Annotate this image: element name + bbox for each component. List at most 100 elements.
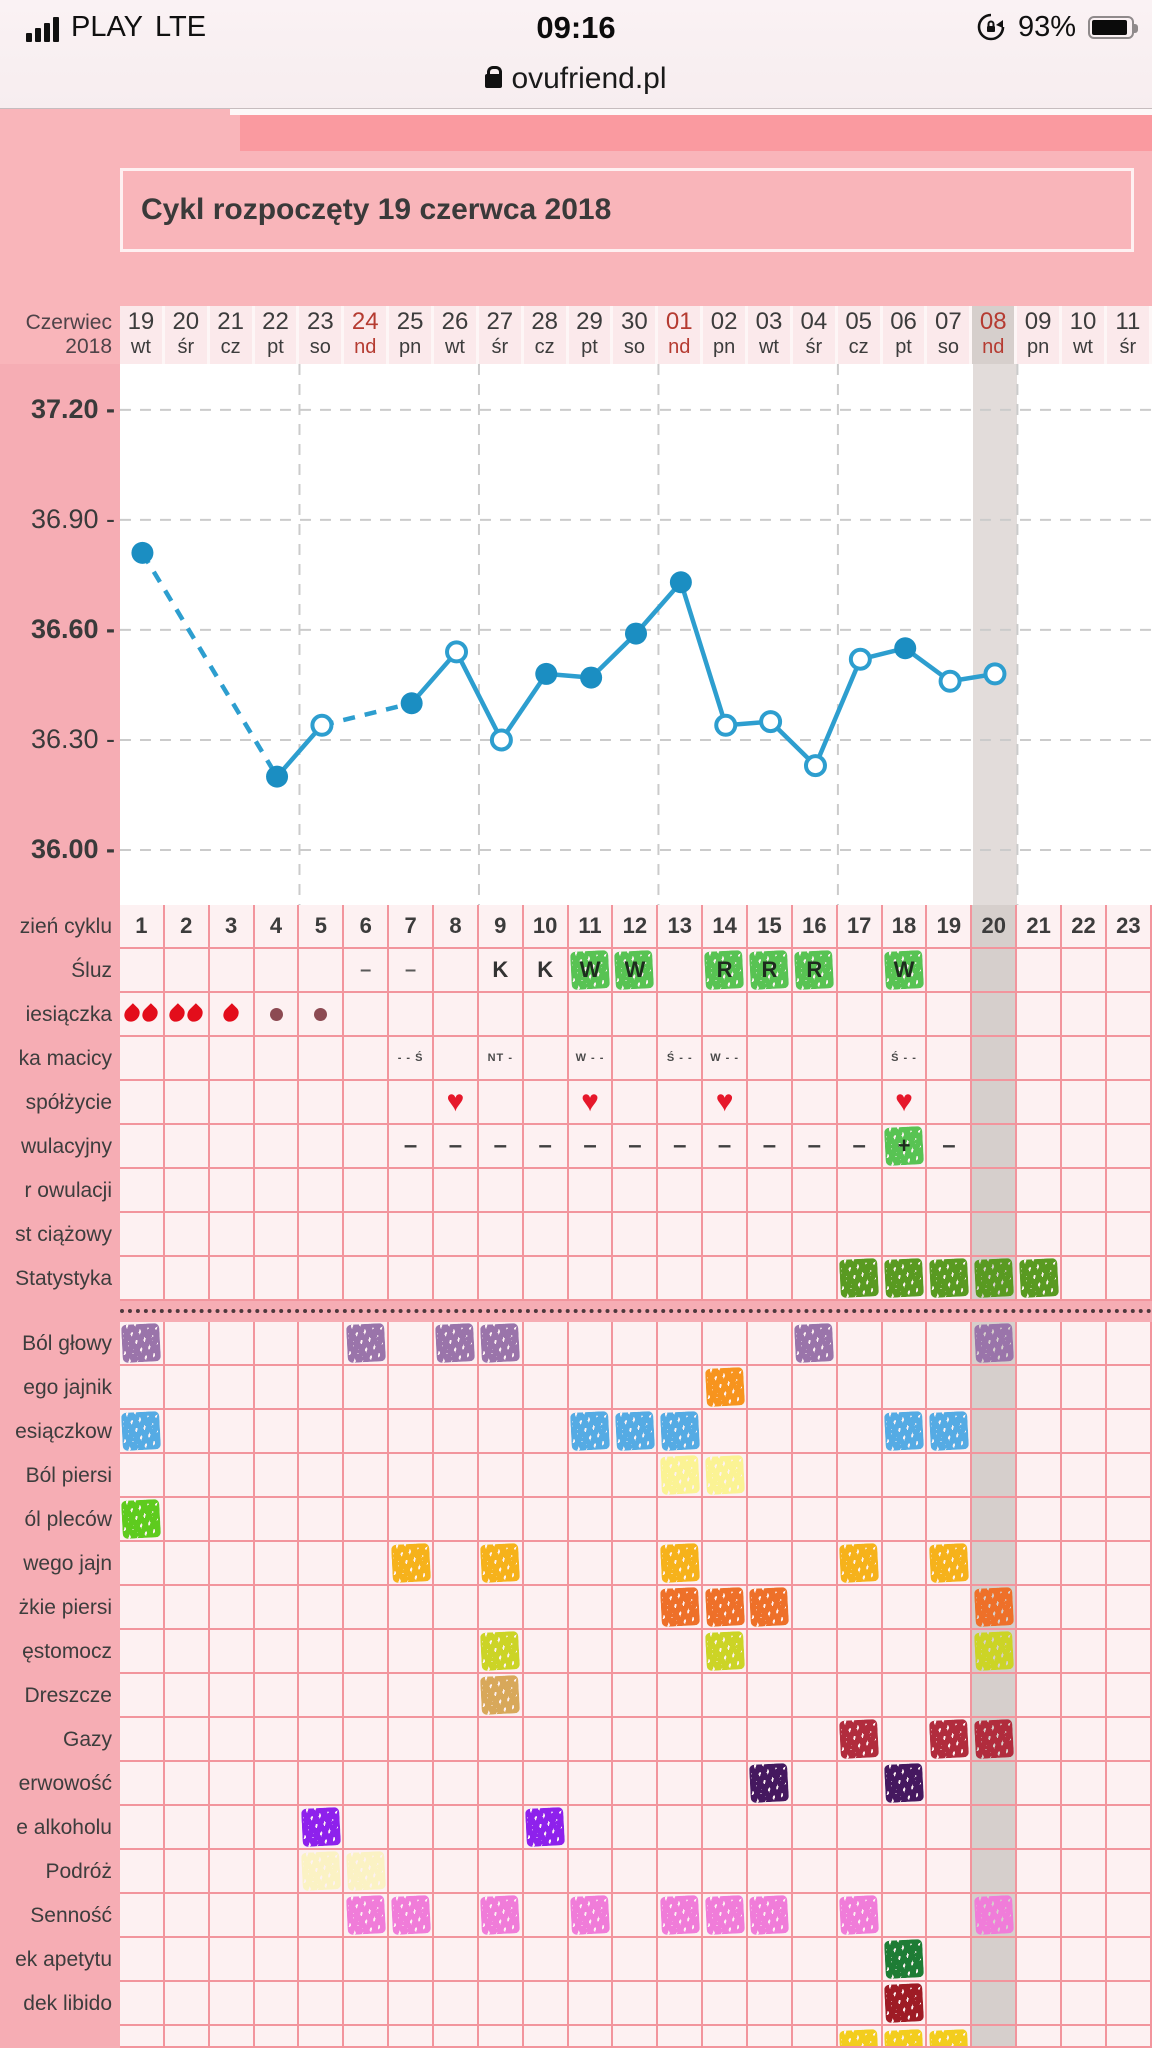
grid-cell[interactable] bbox=[658, 1762, 704, 1806]
grid-cell[interactable] bbox=[523, 1762, 569, 1806]
grid-cell[interactable] bbox=[703, 1410, 749, 1454]
grid-cell[interactable] bbox=[209, 1762, 255, 1806]
grid-cell[interactable] bbox=[568, 1410, 614, 1454]
grid-cell[interactable] bbox=[389, 1257, 435, 1301]
grid-cell[interactable] bbox=[613, 1081, 659, 1125]
grid-cell[interactable] bbox=[568, 993, 614, 1037]
grid-cell[interactable] bbox=[164, 1586, 210, 1630]
grid-cell[interactable] bbox=[209, 1806, 255, 1850]
grid-cell[interactable] bbox=[568, 2026, 614, 2048]
grid-cell[interactable] bbox=[209, 1674, 255, 1718]
grid-cell[interactable] bbox=[164, 1037, 210, 1081]
grid-cell[interactable] bbox=[389, 1894, 435, 1938]
grid-cell[interactable] bbox=[209, 1850, 255, 1894]
grid-cell[interactable] bbox=[748, 1257, 793, 1301]
grid-cell[interactable] bbox=[120, 993, 165, 1037]
grid-cell[interactable] bbox=[792, 1498, 838, 1542]
grid-cell[interactable] bbox=[568, 1213, 614, 1257]
grid-cell[interactable] bbox=[1017, 1322, 1063, 1366]
temp-point[interactable] bbox=[489, 728, 513, 752]
grid-cell[interactable] bbox=[1062, 1586, 1107, 1630]
grid-cell[interactable] bbox=[972, 1410, 1018, 1454]
grid-cell[interactable] bbox=[1017, 1213, 1063, 1257]
temp-point[interactable] bbox=[131, 541, 154, 564]
grid-cell[interactable] bbox=[164, 1630, 210, 1674]
grid-cell[interactable] bbox=[568, 1454, 614, 1498]
grid-cell[interactable]: 15 bbox=[748, 905, 793, 949]
grid-cell[interactable] bbox=[1017, 1454, 1063, 1498]
grid-cell[interactable] bbox=[1062, 949, 1107, 993]
calendar-day-cell[interactable]: 06 pt bbox=[882, 306, 928, 364]
grid-cell[interactable] bbox=[299, 1322, 345, 1366]
grid-cell[interactable] bbox=[837, 1850, 883, 1894]
grid-cell[interactable] bbox=[748, 1081, 793, 1125]
grid-cell[interactable] bbox=[837, 1081, 883, 1125]
grid-cell[interactable] bbox=[164, 1806, 210, 1850]
grid-cell[interactable] bbox=[209, 1498, 255, 1542]
grid-cell[interactable] bbox=[299, 1213, 345, 1257]
temp-point[interactable] bbox=[445, 640, 469, 664]
url-domain[interactable]: ovufriend.pl bbox=[511, 62, 667, 95]
grid-cell[interactable] bbox=[927, 2026, 973, 2048]
grid-cell[interactable] bbox=[120, 1322, 165, 1366]
grid-cell[interactable] bbox=[972, 2026, 1018, 2048]
grid-cell[interactable] bbox=[837, 1586, 883, 1630]
grid-cell[interactable] bbox=[837, 1410, 883, 1454]
grid-cell[interactable] bbox=[1106, 1718, 1152, 1762]
grid-cell[interactable] bbox=[792, 1081, 838, 1125]
grid-cell[interactable] bbox=[344, 1169, 390, 1213]
grid-cell[interactable] bbox=[1062, 2026, 1107, 2048]
grid-cell[interactable] bbox=[1062, 1850, 1107, 1894]
grid-cell[interactable] bbox=[613, 1257, 659, 1301]
grid-cell[interactable]: 4 bbox=[254, 905, 300, 949]
calendar-day-cell[interactable]: 02 pn bbox=[703, 306, 749, 364]
grid-cell[interactable] bbox=[254, 1850, 300, 1894]
grid-cell[interactable] bbox=[613, 1674, 659, 1718]
grid-cell[interactable] bbox=[792, 1982, 838, 2026]
grid-cell[interactable] bbox=[568, 1586, 614, 1630]
grid-cell[interactable]: K bbox=[523, 949, 569, 993]
grid-cell[interactable] bbox=[523, 1081, 569, 1125]
temp-point[interactable] bbox=[938, 669, 962, 693]
grid-cell[interactable] bbox=[882, 1806, 928, 1850]
grid-cell[interactable]: NT - bbox=[478, 1037, 524, 1081]
grid-cell[interactable] bbox=[478, 1366, 524, 1410]
grid-cell[interactable]: ♥ bbox=[882, 1081, 928, 1125]
temp-point[interactable] bbox=[266, 765, 289, 788]
grid-cell[interactable] bbox=[389, 1938, 435, 1982]
grid-cell[interactable] bbox=[927, 1850, 973, 1894]
grid-cell[interactable] bbox=[703, 1542, 749, 1586]
grid-cell[interactable] bbox=[120, 1454, 165, 1498]
grid-cell[interactable] bbox=[254, 1213, 300, 1257]
grid-cell[interactable] bbox=[523, 1630, 569, 1674]
grid-cell[interactable] bbox=[1017, 1081, 1063, 1125]
grid-cell[interactable] bbox=[389, 2026, 435, 2048]
grid-cell[interactable] bbox=[164, 1081, 210, 1125]
grid-cell[interactable] bbox=[748, 1410, 793, 1454]
grid-cell[interactable] bbox=[613, 1982, 659, 2026]
grid-cell[interactable] bbox=[478, 1410, 524, 1454]
grid-cell[interactable]: ♥ bbox=[703, 1081, 749, 1125]
grid-cell[interactable] bbox=[703, 1718, 749, 1762]
grid-cell[interactable] bbox=[344, 1454, 390, 1498]
grid-cell[interactable] bbox=[703, 1938, 749, 1982]
grid-cell[interactable] bbox=[299, 1586, 345, 1630]
grid-cell[interactable] bbox=[1017, 1718, 1063, 1762]
grid-cell[interactable] bbox=[703, 1169, 749, 1213]
grid-cell[interactable] bbox=[299, 1542, 345, 1586]
grid-cell[interactable] bbox=[478, 1454, 524, 1498]
grid-cell[interactable] bbox=[972, 1982, 1018, 2026]
grid-cell[interactable] bbox=[748, 1213, 793, 1257]
grid-cell[interactable] bbox=[120, 1894, 165, 1938]
grid-cell[interactable] bbox=[164, 1125, 210, 1169]
grid-cell[interactable] bbox=[882, 1366, 928, 1410]
grid-cell[interactable] bbox=[209, 993, 255, 1037]
grid-cell[interactable] bbox=[568, 1169, 614, 1213]
grid-cell[interactable] bbox=[389, 1213, 435, 1257]
grid-cell[interactable] bbox=[478, 1806, 524, 1850]
grid-cell[interactable] bbox=[434, 1213, 479, 1257]
grid-cell[interactable]: 23 bbox=[1106, 905, 1152, 949]
grid-cell[interactable] bbox=[613, 1169, 659, 1213]
grid-cell[interactable] bbox=[1062, 1213, 1107, 1257]
grid-cell[interactable] bbox=[478, 1542, 524, 1586]
